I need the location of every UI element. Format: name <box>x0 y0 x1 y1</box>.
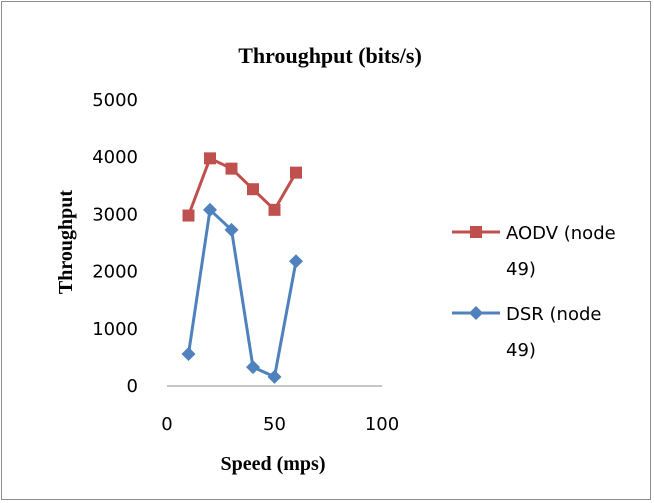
legend-label: 49) <box>506 340 536 361</box>
x-axis-ticks: 0 50 100 <box>161 414 399 435</box>
plot-area <box>181 152 303 384</box>
data-point <box>289 254 303 269</box>
legend: AODV (node 49) DSR (node 49) <box>452 223 616 361</box>
y-tick-label: 1000 <box>92 319 138 340</box>
chart-title: Throughput (bits/s) <box>238 43 422 68</box>
data-point <box>182 209 195 222</box>
data-point <box>247 183 259 196</box>
data-point <box>204 152 216 165</box>
x-tick-label: 100 <box>365 414 399 435</box>
data-point <box>246 360 260 375</box>
series-line-1 <box>187 208 298 379</box>
legend-label: DSR (node <box>506 304 601 325</box>
data-point <box>203 202 217 217</box>
data-point <box>225 162 238 175</box>
legend-label: 49) <box>506 259 536 280</box>
series-line-0 <box>187 156 298 217</box>
y-axis-ticks: 0 1000 2000 3000 4000 5000 <box>92 90 138 397</box>
data-point <box>290 166 302 179</box>
y-tick-label: 3000 <box>92 204 138 225</box>
x-axis-label: Speed (mps) <box>220 453 325 475</box>
legend-marker <box>470 226 482 238</box>
data-point <box>224 222 239 237</box>
data-point <box>267 369 282 384</box>
x-tick-label: 50 <box>263 414 286 435</box>
y-tick-label: 2000 <box>92 262 138 283</box>
x-tick-label: 0 <box>161 414 172 435</box>
y-tick-label: 0 <box>127 376 138 397</box>
legend-marker <box>469 306 483 320</box>
y-tick-label: 5000 <box>92 90 138 111</box>
y-tick-label: 4000 <box>92 147 138 168</box>
y-axis-label: Throughput <box>55 190 77 294</box>
data-point <box>268 203 281 216</box>
legend-label: AODV (node <box>506 223 616 244</box>
data-point <box>181 346 196 361</box>
